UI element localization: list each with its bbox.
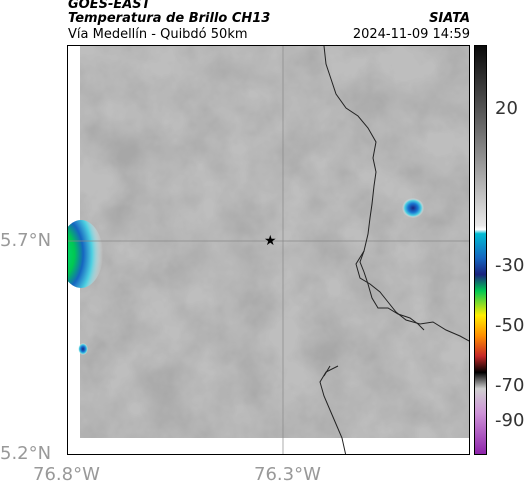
lon-tick-76-8: 76.8°W [33, 464, 100, 485]
cold-cloud-right [402, 198, 424, 218]
colorbar-tick-20: 20 [495, 98, 518, 119]
lat-tick-5-7: 5.7°N [0, 230, 52, 251]
cloud-texture [80, 46, 469, 438]
satellite-map[interactable]: ★ [67, 45, 470, 455]
satellite-title: GOES-EAST [68, 0, 151, 12]
product-title: Temperatura de Brillo CH13 [68, 11, 271, 26]
map-header: GOES-EAST Temperatura de Brillo CH13 Vía… [0, 0, 526, 46]
datetime-label: 2024-11-09 14:59 [352, 27, 470, 42]
cold-cloud-left [68, 220, 103, 288]
boundary-line [323, 46, 469, 342]
cloud-overlay [80, 46, 469, 438]
cold-cloud-small [78, 343, 88, 355]
colorbar [474, 45, 487, 455]
lat-tick-5-2: 5.2°N [0, 443, 52, 464]
location-star-icon: ★ [264, 233, 277, 249]
map-canvas: ★ [68, 46, 469, 454]
colorbar-tick-minus70: -70 [495, 375, 525, 396]
colorbar-tick-minus90: -90 [495, 410, 525, 431]
lon-tick-76-3: 76.3°W [254, 464, 321, 485]
colorbar-tick-minus50: -50 [495, 315, 525, 336]
source-label: SIATA [429, 11, 470, 26]
colorbar-tick-minus30: -30 [495, 255, 525, 276]
region-subtitle: Vía Medellín - Quibdó 50km [68, 27, 248, 42]
